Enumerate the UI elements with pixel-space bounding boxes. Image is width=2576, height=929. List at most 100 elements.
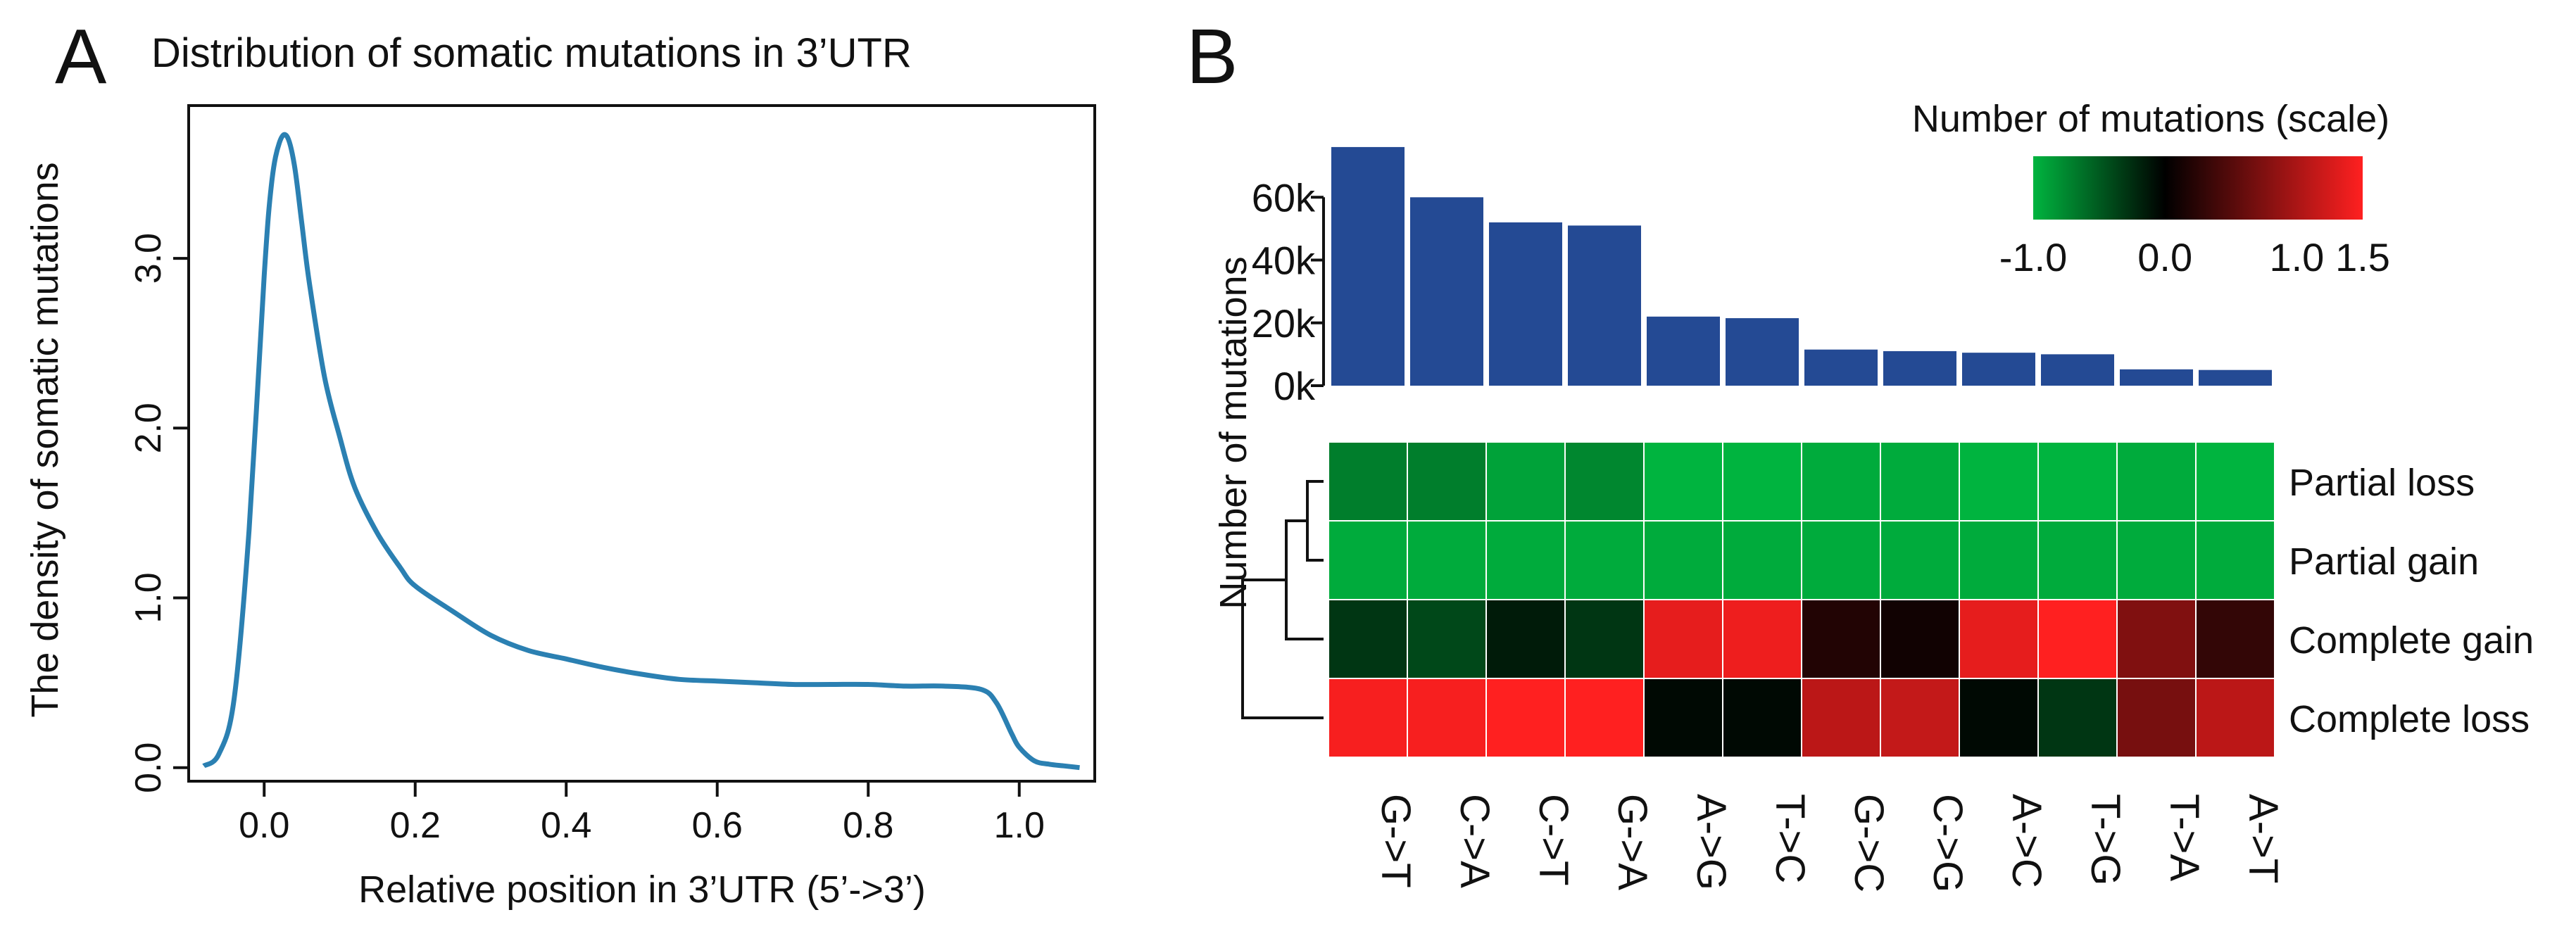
bar [2199,369,2272,386]
heatmap-cell [2037,599,2118,679]
heatmap-cell [1880,441,1960,522]
bar-y-tick-label: 0k [1274,364,1316,408]
panel-a-y-axis-label: The density of somatic mutations [24,162,66,717]
heatmap-cell [1407,599,1487,679]
heatmap-cell [2116,599,2197,679]
heatmap-cell [2195,599,2275,679]
heatmap-column-label: C->G [1925,794,1971,892]
bar [1410,197,1483,386]
heatmap-cell [1643,441,1723,522]
heatmap-cell [1722,441,1802,522]
heatmap-column-label: A->T [2240,794,2286,883]
heatmap-column-label: T->G [2082,794,2128,886]
heatmap-cell [1643,599,1723,679]
panel-b: B Number of mutations 0k 20k 40k 60k Partia… [1186,13,2534,892]
heatmap-cell [2116,678,2197,758]
heatmap-cell [1564,599,1645,679]
panel-a-axes: 0.0 0.2 0.4 0.6 0.8 1.0 0.0 1.0 2.0 3.0 [128,233,1045,846]
heatmap-cell [1880,520,1960,600]
panel-a-title: Distribution of somatic mutations in 3’U… [151,30,912,76]
heatmap-cell [1643,678,1723,758]
heatmap-cell [1328,520,1408,600]
heatmap-cell [1801,678,1881,758]
heatmap-column-labels: G->T C->A C->T G->A A->G T->C G->C C->G A->C T->G… [1373,794,2286,892]
bar [1647,316,1720,386]
panel-a: A Distribution of somatic mutations in 3… [24,13,1096,911]
panel-a-plot-frame [187,104,1096,783]
heatmap-column-label: G->A [1609,794,1655,890]
legend-tick-label: 1.5 [2335,235,2390,279]
heatmap-cell [1722,520,1802,600]
heatmap-cell [1722,599,1802,679]
heatmap-column-label: C->T [1531,794,1576,886]
bar-y-tick-label: 40k [1252,239,1316,283]
heatmap-cell [1407,441,1487,522]
heatmap-cell [2037,678,2118,758]
legend-tick-label: -1.0 [1999,235,2068,279]
dendrogram-branch-gain [1285,519,1324,640]
heatmap-column-label: T->C [1767,794,1813,883]
y-tick-label: 3.0 [128,233,169,284]
heatmap-cell [1959,441,2039,522]
heatmap-cell [2116,441,2197,522]
heatmap-column-label: G->T [1373,794,1419,888]
legend-color-bar [2033,156,2363,220]
heatmap-cell [1880,678,1960,758]
y-tick-label: 2.0 [128,403,169,453]
heatmap-column-label: G->C [1846,794,1892,892]
heatmap-row-label: Partial gain [2289,541,2479,583]
x-tick-label: 0.2 [390,805,441,846]
heatmap-cell [1564,678,1645,758]
x-tick-label: 1.0 [994,805,1045,846]
panel-b-letter: B [1186,13,1238,100]
bar-axis: 0k 20k 40k 60k [1252,175,1325,408]
heatmap-cell [1959,520,2039,600]
dendrogram-branch-partial [1306,480,1324,562]
legend-tick-label: 1.0 [2269,235,2324,279]
bar [1726,318,1799,386]
y-tick-label: 1.0 [128,572,169,623]
bar [1568,225,1641,386]
heatmap-cell [1564,520,1645,600]
heatmap-cell [2116,520,2197,600]
heatmap-column-label: C->A [1452,794,1497,888]
heatmap-column-label: T->A [2161,794,2207,881]
legend-tick-label: 0.0 [2137,235,2192,279]
heatmap-cell [1880,599,1960,679]
bar [1804,349,1878,386]
bar [1883,350,1956,386]
heatmap-cell [1485,520,1566,600]
bar-y-axis-label: Number of mutations [1212,256,1255,609]
heatmap-cell [1801,520,1881,600]
bar [2120,369,2193,386]
heatmap-cell [2195,678,2275,758]
heatmap-cell [1643,520,1723,600]
x-tick-label: 0.0 [239,805,289,846]
heatmap-cell [1485,441,1566,522]
heatmap-cell [1722,678,1802,758]
heatmap-cell [1485,599,1566,679]
bars [1331,146,2272,386]
heatmap-row-label: Partial loss [2289,462,2475,504]
heatmap-cell [1407,520,1487,600]
heatmap-cell [2037,520,2118,600]
x-tick-label: 0.6 [692,805,743,846]
heatmap-row-label: Complete gain [2289,619,2534,662]
heatmap-cell [2037,441,2118,522]
bar-y-tick-label: 60k [1252,175,1316,220]
heatmap-cell [1801,441,1881,522]
y-tick-label: 0.0 [128,742,169,793]
x-tick-label: 0.8 [843,805,893,846]
heatmap-cell [1328,678,1408,758]
heatmap-cell [1801,599,1881,679]
panel-a-x-axis-label: Relative position in 3’UTR (5’->3’) [358,868,926,911]
heatmap-cell [1959,599,2039,679]
legend-ticks: -1.0 0.0 1.0 1.5 [1999,235,2390,279]
heatmap-column-label: A->C [2004,794,2049,888]
bar [1331,146,1405,386]
bar [1489,222,1562,386]
heatmap-cell [1407,678,1487,758]
heatmap-cell [2195,520,2275,600]
heatmap-column-label: A->G [1688,794,1734,890]
